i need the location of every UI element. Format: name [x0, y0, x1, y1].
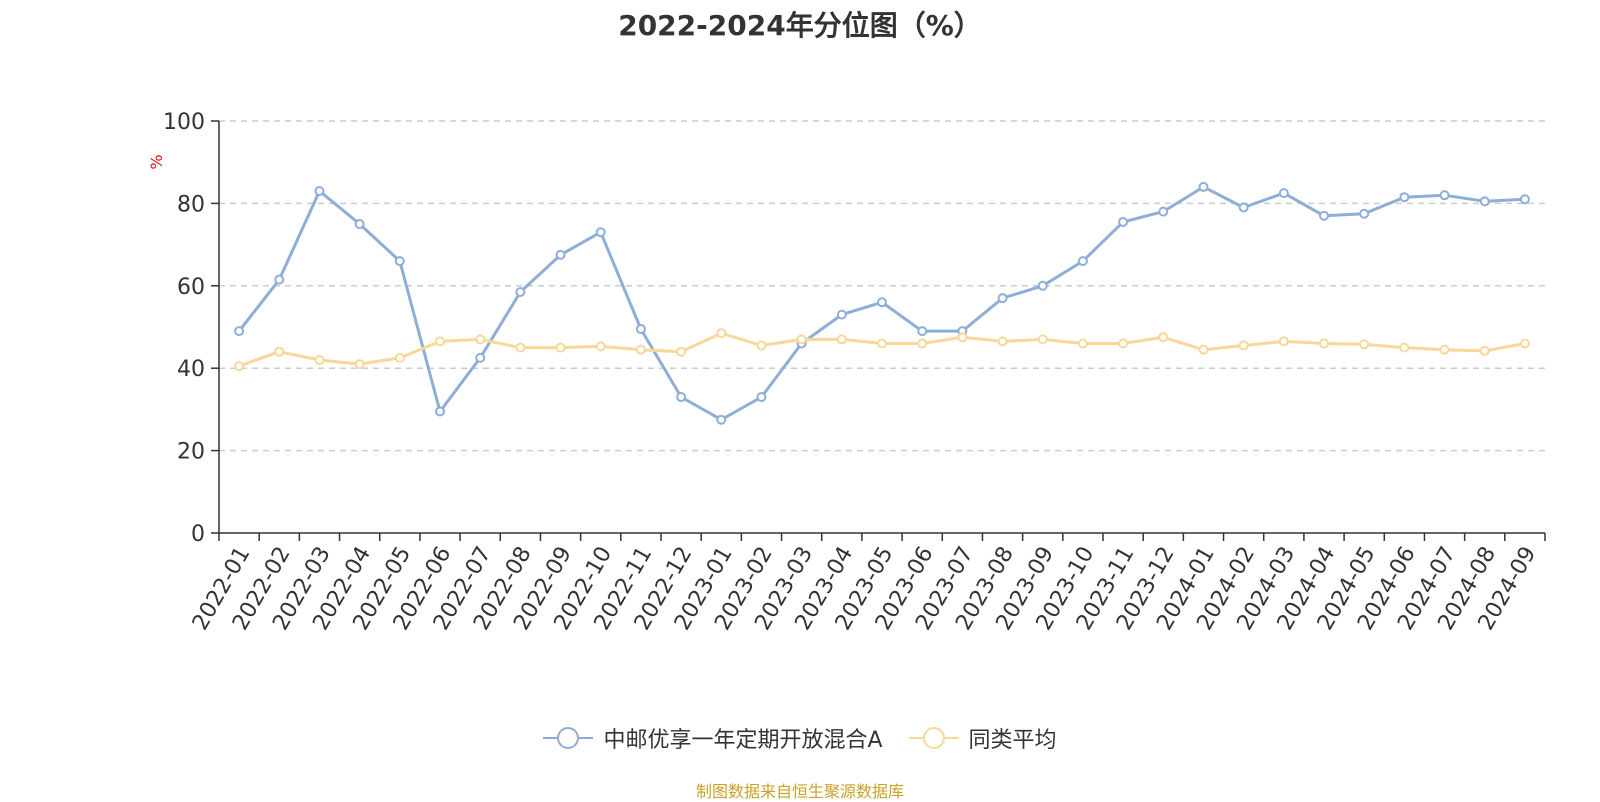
data-point-1[interactable]	[595, 341, 606, 352]
data-point-0[interactable]	[997, 293, 1008, 304]
data-point-1[interactable]	[1118, 338, 1129, 349]
data-point-1[interactable]	[1319, 338, 1329, 349]
data-point-0[interactable]	[515, 286, 526, 297]
legend-label-peer-average: 同类平均	[968, 728, 1057, 753]
data-point-0[interactable]	[1158, 206, 1169, 217]
data-point-1[interactable]	[1278, 336, 1289, 347]
data-point-0[interactable]	[917, 326, 928, 337]
legend-label-fund: 中邮优享一年定期开放混合A	[603, 728, 883, 753]
data-point-1[interactable]	[1158, 332, 1169, 343]
data-point-0[interactable]	[676, 392, 687, 403]
data-point-0[interactable]	[555, 249, 566, 260]
data-point-1[interactable]	[1359, 339, 1370, 350]
data-point-0[interactable]	[1439, 190, 1450, 201]
data-point-0[interactable]	[1198, 181, 1209, 192]
data-point-0[interactable]	[1118, 216, 1129, 227]
data-point-1[interactable]	[836, 334, 847, 345]
data-point-0[interactable]	[475, 352, 486, 363]
data-point-0[interactable]	[394, 256, 405, 267]
data-point-0[interactable]	[1359, 208, 1370, 219]
data-point-1[interactable]	[1399, 342, 1410, 353]
data-point-1[interactable]	[435, 336, 445, 347]
data-point-1[interactable]	[957, 332, 968, 343]
data-point-0[interactable]	[595, 227, 606, 238]
data-point-1[interactable]	[555, 342, 566, 353]
data-point-1[interactable]	[877, 338, 887, 349]
data-point-0[interactable]	[274, 274, 285, 285]
legend-item-peer-average[interactable]: 同类平均	[908, 722, 1057, 754]
data-point-0[interactable]	[1278, 188, 1289, 199]
chart-legend: 中邮优享一年定期开放混合A 同类平均	[0, 722, 1600, 754]
data-point-0[interactable]	[1238, 202, 1249, 213]
source-note: 制图数据来自恒生聚源数据库	[695, 782, 904, 801]
y-tick-label: 40	[177, 357, 205, 382]
data-point-1[interactable]	[394, 352, 405, 363]
data-point-0[interactable]	[1077, 256, 1088, 267]
data-point-0[interactable]	[314, 186, 325, 197]
y-tick-label: 80	[177, 192, 205, 217]
y-axis-unit-label: %	[147, 154, 166, 169]
data-point-1[interactable]	[1077, 338, 1088, 349]
y-tick-label: 60	[177, 275, 205, 300]
data-point-1[interactable]	[1439, 344, 1450, 355]
data-point-1[interactable]	[1037, 334, 1048, 345]
data-point-1[interactable]	[314, 354, 325, 365]
data-point-1[interactable]	[635, 344, 646, 355]
data-point-1[interactable]	[274, 346, 285, 357]
data-point-1[interactable]	[997, 336, 1008, 347]
y-tick-label: 100	[163, 110, 205, 135]
data-point-0[interactable]	[635, 324, 646, 335]
data-point-0[interactable]	[1519, 194, 1530, 205]
legend-marker-fund-icon	[543, 727, 594, 749]
data-point-1[interactable]	[515, 342, 526, 353]
data-point-0[interactable]	[836, 309, 847, 320]
data-point-1[interactable]	[1238, 340, 1249, 351]
data-point-1[interactable]	[676, 346, 687, 357]
data-point-0[interactable]	[354, 219, 365, 229]
data-point-1[interactable]	[716, 328, 727, 339]
data-point-1[interactable]	[796, 334, 807, 345]
data-point-0[interactable]	[1479, 196, 1490, 207]
data-point-0[interactable]	[435, 406, 445, 417]
y-tick-label: 20	[177, 440, 205, 465]
legend-marker-peer-icon	[908, 727, 959, 749]
data-point-0[interactable]	[1037, 280, 1048, 291]
data-point-1[interactable]	[234, 361, 245, 372]
chart-title: 2022-2024年分位图（%）	[618, 9, 982, 42]
y-tick-label: 0	[191, 522, 205, 547]
data-point-0[interactable]	[756, 392, 767, 403]
data-point-1[interactable]	[1519, 338, 1530, 349]
data-point-0[interactable]	[877, 297, 887, 308]
data-point-0[interactable]	[1399, 192, 1410, 203]
series-line-1	[238, 331, 1526, 368]
data-point-0[interactable]	[234, 326, 245, 337]
data-point-0[interactable]	[1319, 210, 1329, 221]
data-point-1[interactable]	[1479, 345, 1490, 356]
data-point-1[interactable]	[475, 334, 486, 345]
legend-item-fund[interactable]: 中邮优享一年定期开放混合A	[543, 722, 883, 754]
data-point-1[interactable]	[354, 359, 365, 370]
data-point-0[interactable]	[716, 414, 727, 425]
data-point-1[interactable]	[917, 338, 928, 349]
data-point-1[interactable]	[1198, 344, 1209, 355]
data-point-1[interactable]	[756, 340, 767, 351]
